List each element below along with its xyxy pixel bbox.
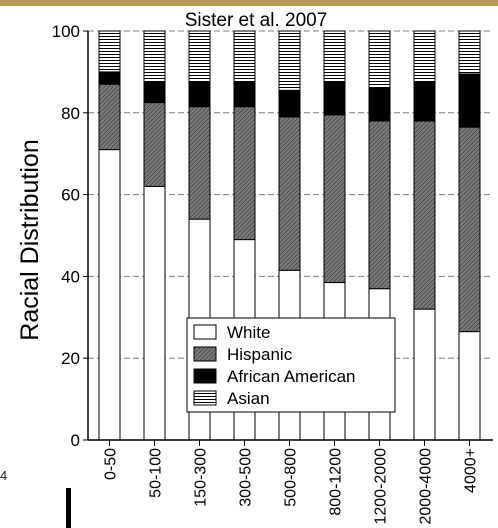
bar-asian-7 bbox=[413, 30, 436, 83]
black-bar-fragment bbox=[66, 488, 71, 528]
side-fragment-text: 4 bbox=[0, 468, 8, 483]
legend-label: White bbox=[227, 323, 270, 342]
y-tick-label: 80 bbox=[61, 104, 80, 123]
y-tick-label: 20 bbox=[61, 349, 80, 368]
legend-label: Asian bbox=[227, 389, 270, 408]
x-tick-label: 800-1200 bbox=[328, 448, 345, 516]
legend-label: African American bbox=[227, 367, 356, 386]
y-tick-label: 100 bbox=[52, 22, 80, 41]
bar-african-american-1 bbox=[143, 81, 166, 104]
bar-african-american-0 bbox=[98, 71, 121, 85]
x-tick-label: 4000+ bbox=[463, 448, 480, 493]
bar-african-american-2 bbox=[188, 81, 211, 108]
legend-swatch-hispanic bbox=[193, 346, 217, 362]
legend-swatch-asian bbox=[193, 390, 217, 406]
bar-asian-8 bbox=[458, 30, 481, 75]
bar-asian-5 bbox=[323, 30, 346, 83]
bar-asian-2 bbox=[188, 30, 211, 83]
bar-african-american-3 bbox=[233, 81, 256, 108]
y-axis-label: Racial Distribution bbox=[16, 139, 44, 340]
bar-african-american-5 bbox=[323, 81, 346, 116]
y-tick-label: 0 bbox=[71, 431, 80, 450]
bar-asian-0 bbox=[98, 30, 121, 73]
bar-hispanic-4 bbox=[278, 116, 301, 271]
legend-label: Hispanic bbox=[227, 345, 293, 364]
bar-hispanic-8 bbox=[458, 126, 481, 333]
legend-box bbox=[186, 317, 396, 413]
bar-hispanic-6 bbox=[368, 120, 391, 290]
legend: White Hispanic African American Asian bbox=[186, 317, 396, 413]
bar-asian-6 bbox=[368, 30, 391, 89]
chart-title: Sister et al. 2007 bbox=[185, 10, 328, 31]
legend-swatch-white bbox=[193, 324, 217, 340]
bar-white-8 bbox=[458, 331, 481, 441]
x-tick-label: 500-800 bbox=[283, 448, 300, 507]
bar-african-american-7 bbox=[413, 81, 436, 122]
bar-asian-3 bbox=[233, 30, 256, 83]
bar-hispanic-3 bbox=[233, 106, 256, 241]
bar-white-7 bbox=[413, 308, 436, 441]
bar-african-american-8 bbox=[458, 73, 481, 128]
axes-group: 0-50 50-100 150-300 300-500 500-800 800-1200 1… bbox=[52, 22, 493, 525]
top-image-strip bbox=[0, 0, 498, 6]
x-tick-label: 0-50 bbox=[103, 448, 120, 480]
x-tick-label: 50-100 bbox=[148, 448, 165, 498]
bar-hispanic-0 bbox=[98, 83, 121, 151]
bar-asian-1 bbox=[143, 30, 166, 83]
x-tick-label: 150-300 bbox=[193, 448, 210, 507]
bar-white-0 bbox=[98, 149, 121, 441]
x-tick-label: 2000-4000 bbox=[418, 448, 435, 525]
y-tick-label: 40 bbox=[61, 267, 80, 286]
y-tick-label: 60 bbox=[61, 186, 80, 205]
legend-swatch-african-american bbox=[193, 368, 217, 384]
bar-white-1 bbox=[143, 185, 166, 441]
bar-hispanic-2 bbox=[188, 106, 211, 220]
bar-african-american-6 bbox=[368, 87, 391, 122]
x-tick-label: 300-500 bbox=[238, 448, 255, 507]
bar-hispanic-1 bbox=[143, 102, 166, 187]
x-tick-label: 1200-2000 bbox=[373, 448, 390, 525]
bar-hispanic-7 bbox=[413, 120, 436, 310]
bar-african-american-4 bbox=[278, 89, 301, 118]
bar-hispanic-5 bbox=[323, 114, 346, 284]
bar-asian-4 bbox=[278, 30, 301, 91]
